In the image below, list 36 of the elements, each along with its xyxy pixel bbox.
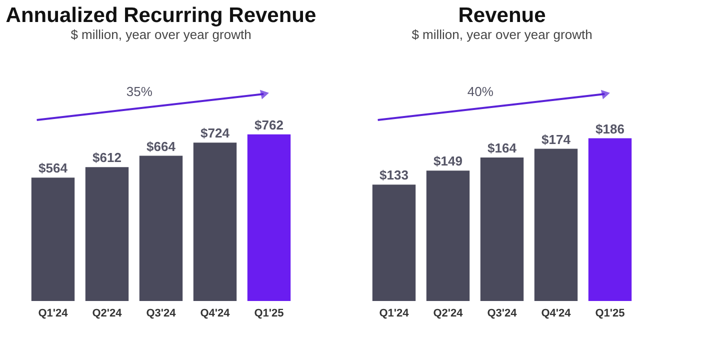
chart-subtitle: $ million, year over year growth bbox=[412, 27, 592, 42]
chart-title: Annualized Recurring Revenue bbox=[6, 4, 316, 27]
bar bbox=[193, 142, 237, 301]
bar bbox=[85, 167, 129, 301]
data-label: $762 bbox=[254, 117, 284, 132]
data-label: $186 bbox=[596, 121, 624, 136]
bar bbox=[247, 134, 291, 301]
x-tick-label: Q2'24 bbox=[433, 308, 464, 320]
data-label: $612 bbox=[92, 150, 122, 166]
bar bbox=[534, 148, 578, 301]
data-label: $149 bbox=[434, 154, 462, 169]
x-tick-label: Q1'25 bbox=[595, 308, 625, 320]
bar bbox=[426, 170, 470, 301]
bar bbox=[372, 184, 416, 301]
bar bbox=[588, 138, 632, 301]
x-tick-label: Q4'24 bbox=[200, 308, 231, 320]
x-tick-label: Q4'24 bbox=[541, 308, 572, 320]
data-label: $164 bbox=[488, 140, 518, 156]
bar bbox=[31, 178, 75, 301]
data-label: $133 bbox=[380, 168, 408, 183]
bar bbox=[139, 156, 183, 301]
x-tick-label: Q1'24 bbox=[379, 308, 410, 320]
data-label: $174 bbox=[542, 132, 572, 147]
chart-subtitle: $ million, year over year growth bbox=[70, 27, 252, 42]
data-label: $664 bbox=[146, 138, 176, 154]
data-label: $724 bbox=[200, 126, 230, 141]
x-tick-label: Q1'25 bbox=[254, 308, 284, 320]
text: 35% bbox=[126, 84, 153, 99]
text: 40% bbox=[467, 84, 494, 99]
chart-title: Revenue bbox=[458, 4, 546, 27]
x-tick-label: Q3'24 bbox=[487, 308, 518, 320]
data-label: $564 bbox=[38, 160, 68, 176]
x-tick-label: Q3'24 bbox=[146, 308, 177, 320]
x-tick-label: Q1'24 bbox=[38, 308, 69, 320]
x-tick-label: Q2'24 bbox=[92, 308, 123, 320]
bar bbox=[480, 158, 524, 301]
